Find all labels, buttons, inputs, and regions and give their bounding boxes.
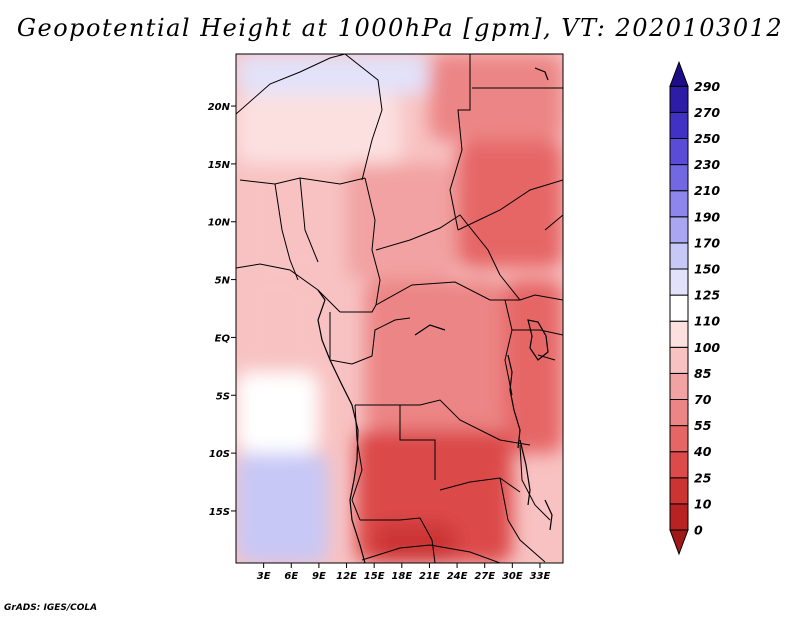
x-tick-label: 9E	[312, 571, 326, 582]
colorbar-label: 210	[694, 183, 720, 198]
x-tick-label: 15E	[364, 571, 385, 582]
y-tick-label: 15S	[209, 507, 230, 518]
colorbar-label: 55	[694, 418, 712, 433]
colorbar-bottom-arrow	[669, 529, 689, 556]
field-region-west-africa	[236, 163, 347, 280]
colorbar-label: 40	[693, 444, 712, 459]
colorbar-box	[669, 216, 689, 244]
y-tick-label: 10N	[208, 218, 231, 229]
x-tick-label: 24E	[447, 571, 468, 582]
colorbar-label: 150	[694, 262, 720, 277]
x-tick-label: 3E	[257, 571, 271, 582]
map-frame	[235, 53, 564, 564]
lakes	[414, 67, 553, 531]
colorbar-box	[669, 372, 689, 400]
footer-credit: GrADS: IGES/COLA	[4, 603, 98, 613]
colorbar: 0 10 25 40 55 70 85 100 110 125 150 170 190 210 230 250…	[669, 60, 720, 556]
colorbar-label: 170	[694, 235, 720, 250]
y-tick-label: 5N	[215, 276, 231, 287]
coastline	[317, 289, 366, 563]
x-tick-label: 30E	[502, 571, 523, 582]
x-tick-label: 12E	[336, 571, 357, 582]
map-area	[236, 54, 563, 563]
colorbar-box	[669, 346, 689, 374]
colorbar-box	[669, 320, 689, 348]
colorbar-label: 190	[694, 209, 720, 224]
colorbar-label: 250	[694, 131, 720, 146]
colorbar-label: 230	[694, 157, 720, 172]
colorbar-top-arrow	[669, 60, 689, 87]
field-region-northwest-sahara-blue	[236, 54, 430, 95]
country-borders	[236, 54, 563, 563]
colorbar-box	[669, 111, 689, 140]
field-region-congo-basin	[364, 279, 504, 430]
colorbar-label: 10	[694, 496, 712, 511]
colorbar-label: 290	[694, 79, 720, 94]
chart-title: Geopotential Height at 1000hPa [gpm], VT…	[16, 14, 784, 42]
y-tick-label: 5S	[216, 391, 230, 402]
colorbar-label: 0	[694, 523, 703, 538]
y-tick-label: 20N	[208, 102, 231, 113]
colorbar-box	[669, 164, 689, 192]
colorbar-label: 85	[694, 366, 712, 381]
x-tick-label: 6E	[284, 571, 298, 582]
colorbar-box	[669, 399, 689, 427]
colorbar-box	[669, 503, 689, 531]
colorbar-label: 110	[694, 314, 720, 329]
field-region-sahel-light	[236, 94, 402, 164]
field-region-east-sudan-ethiopia	[457, 140, 563, 269]
colorbar-label: 270	[694, 105, 720, 120]
colorbar-box	[669, 242, 689, 270]
y-tick-label: EQ	[215, 333, 231, 344]
colorbar-box	[669, 138, 689, 166]
colorbar-box	[669, 294, 689, 322]
colorbar-box	[669, 451, 689, 479]
colorbar-box	[669, 190, 689, 218]
colorbar-label: 125	[694, 288, 720, 303]
colorbar-box	[669, 477, 689, 505]
colorbar-box	[669, 85, 689, 113]
field-region-chad-sudan	[346, 163, 458, 280]
field-region-gulf-of-guinea	[236, 279, 319, 373]
field-region-namibia-botswana-border	[374, 522, 458, 563]
colorbar-label: 25	[694, 470, 712, 485]
colorbar-box	[669, 425, 689, 453]
y-tick-label: 15N	[208, 160, 231, 171]
field-regions	[236, 54, 563, 563]
colorbar-box	[669, 268, 689, 296]
x-axis: 3E 6E 9E 12E 15E 18E 21E 24E 27E 30E 33E	[257, 563, 551, 582]
x-tick-label: 18E	[391, 571, 412, 582]
y-tick-label: 10S	[209, 449, 230, 460]
field-region-east-africa	[503, 279, 563, 454]
field-region-south-atlantic-white	[236, 372, 319, 454]
colorbar-label: 70	[694, 392, 712, 407]
x-tick-label: 21E	[419, 571, 440, 582]
colorbar-label: 100	[694, 340, 720, 355]
y-axis: 20N 15N 10N 5N EQ 5S 10S 15S	[208, 102, 236, 518]
x-tick-label: 33E	[530, 571, 551, 582]
x-tick-label: 27E	[474, 571, 495, 582]
field-region-south-atlantic-blue	[236, 453, 329, 563]
field-region-northeast-egypt	[429, 54, 563, 141]
